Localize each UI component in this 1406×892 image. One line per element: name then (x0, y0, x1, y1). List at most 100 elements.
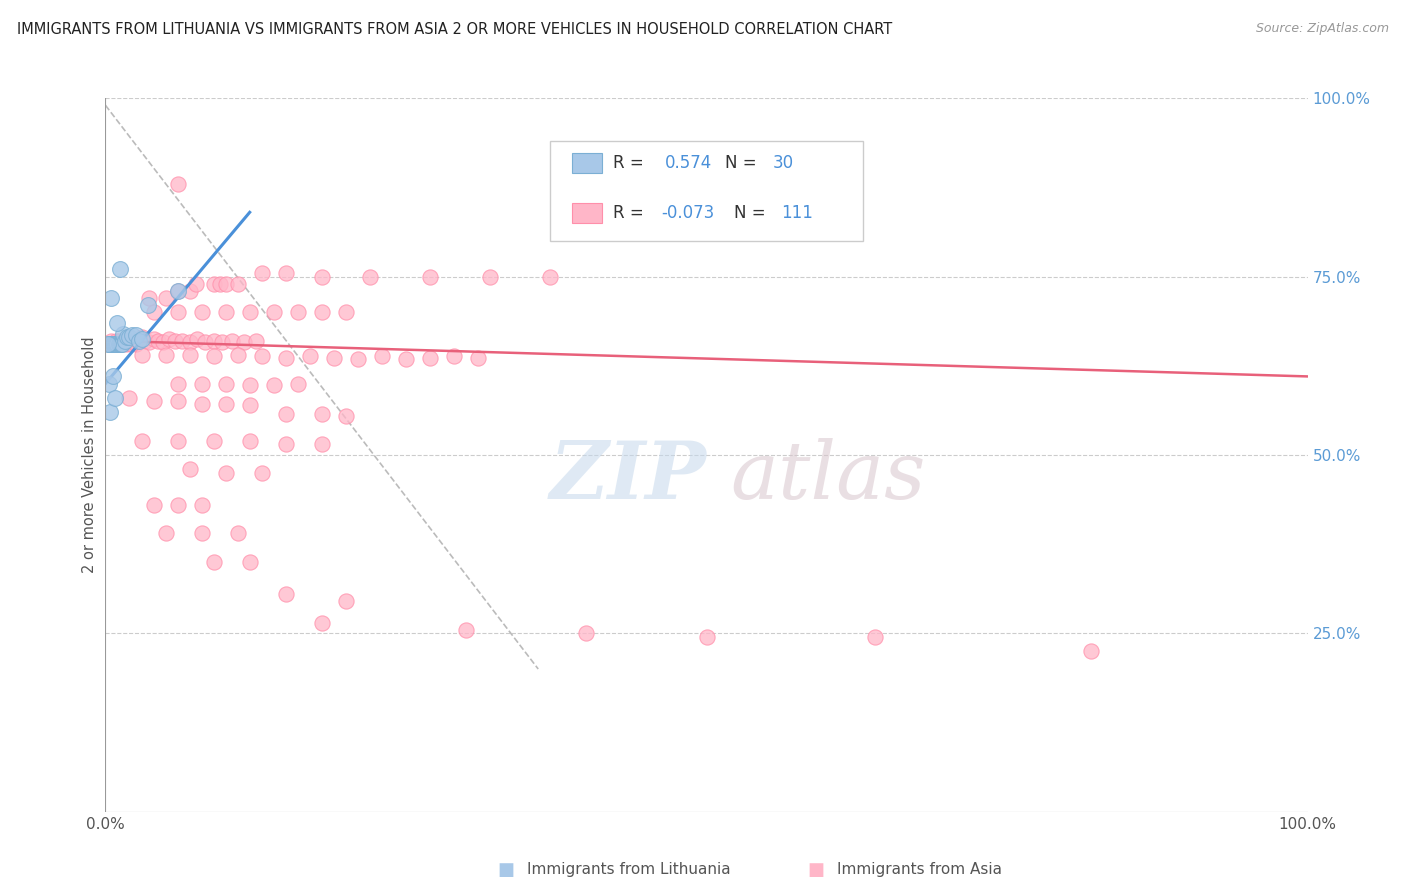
Point (239, 305, 262, 319)
Point (155, 526, 177, 541)
Point (166, 177, 188, 191)
FancyBboxPatch shape (572, 153, 602, 173)
Point (104, 391, 127, 405)
Point (190, 376, 212, 391)
Text: N =: N = (724, 154, 762, 172)
Point (131, 330, 153, 344)
Point (127, 334, 149, 348)
Point (443, 350, 465, 364)
Point (232, 335, 254, 350)
Point (105, 337, 128, 351)
Text: Source: ZipAtlas.com: Source: ZipAtlas.com (1256, 22, 1389, 36)
Point (179, 348, 201, 362)
Point (250, 350, 273, 364)
Point (122, 334, 145, 348)
Point (202, 277, 225, 291)
Point (211, 335, 233, 350)
Point (155, 348, 177, 362)
Point (121, 328, 143, 343)
Point (166, 376, 188, 391)
Point (359, 269, 381, 284)
Point (128, 334, 150, 348)
Point (142, 498, 165, 512)
Point (419, 351, 441, 365)
Point (166, 284, 188, 298)
Point (97, 337, 120, 351)
FancyBboxPatch shape (572, 203, 602, 223)
Point (263, 378, 285, 392)
Text: atlas: atlas (731, 438, 927, 515)
Text: ■: ■ (498, 861, 515, 879)
Text: -0.073: -0.073 (661, 204, 714, 222)
Y-axis label: 2 or more Vehicles in Household: 2 or more Vehicles in Household (82, 336, 97, 574)
Point (221, 334, 243, 348)
Point (1080, 644, 1102, 658)
Point (131, 434, 153, 448)
Point (101, 337, 124, 351)
Point (214, 376, 236, 391)
Text: IMMIGRANTS FROM LITHUANIA VS IMMIGRANTS FROM ASIA 2 OR MORE VEHICLES IN HOUSEHOL: IMMIGRANTS FROM LITHUANIA VS IMMIGRANTS … (17, 22, 893, 37)
Point (194, 335, 217, 350)
Point (115, 330, 138, 344)
Point (419, 269, 441, 284)
Point (179, 462, 201, 476)
Point (107, 337, 129, 351)
Point (166, 394, 188, 409)
Point (100, 334, 122, 348)
Point (104, 337, 127, 351)
Point (190, 305, 212, 319)
Point (103, 337, 125, 351)
Point (142, 394, 165, 409)
Point (107, 337, 129, 351)
Point (395, 351, 418, 366)
Text: ■: ■ (807, 861, 824, 879)
Point (696, 630, 718, 644)
Point (274, 266, 297, 280)
Point (152, 335, 174, 350)
Point (250, 266, 273, 280)
Point (184, 277, 207, 291)
Point (575, 626, 598, 640)
Point (202, 434, 225, 448)
Point (98, 376, 121, 391)
Point (263, 305, 285, 319)
Point (208, 277, 231, 291)
Point (134, 334, 156, 348)
Point (454, 623, 477, 637)
Point (274, 587, 297, 601)
Point (214, 396, 236, 410)
Point (117, 335, 139, 350)
Point (120, 337, 142, 351)
Point (111, 337, 134, 351)
Point (112, 326, 135, 341)
Point (245, 334, 267, 348)
Point (136, 298, 159, 312)
Text: 30: 30 (773, 154, 794, 172)
Point (142, 305, 165, 319)
Point (202, 350, 225, 364)
Point (100, 337, 122, 351)
Point (274, 351, 297, 365)
Point (157, 332, 180, 346)
Point (118, 330, 141, 344)
Point (108, 262, 131, 277)
Point (124, 328, 146, 343)
Point (214, 277, 236, 291)
Point (311, 269, 333, 284)
Point (108, 337, 131, 351)
Point (190, 498, 212, 512)
Point (311, 615, 333, 630)
Point (165, 334, 187, 348)
Point (179, 335, 201, 350)
Point (131, 332, 153, 346)
Point (274, 437, 297, 451)
Point (274, 407, 297, 421)
Point (131, 348, 153, 362)
Point (202, 555, 225, 569)
Point (467, 351, 489, 365)
Point (214, 466, 236, 480)
Point (335, 305, 357, 319)
Point (214, 305, 236, 319)
Point (118, 391, 141, 405)
Point (239, 378, 262, 392)
